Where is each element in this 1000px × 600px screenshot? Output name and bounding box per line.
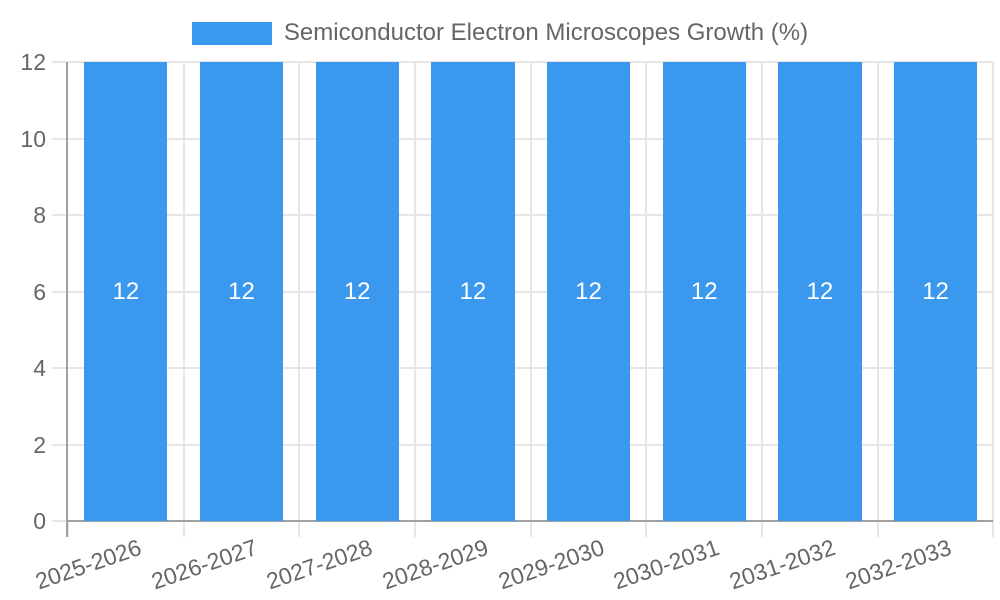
y-tick-label: 10 <box>20 125 46 152</box>
bar[interactable] <box>778 62 862 521</box>
x-axis-tick <box>992 521 995 537</box>
bar[interactable] <box>199 62 284 521</box>
bar[interactable] <box>893 62 978 521</box>
x-gridline <box>992 62 995 521</box>
y-axis-tick <box>52 290 68 293</box>
x-axis-line <box>68 520 994 522</box>
x-gridline <box>876 62 879 521</box>
x-axis-tick <box>761 521 764 537</box>
bar[interactable] <box>315 62 399 521</box>
y-axis-tick <box>52 443 68 446</box>
x-gridline <box>645 62 648 521</box>
legend-swatch[interactable] <box>191 21 272 45</box>
y-axis-tick <box>52 137 68 140</box>
bar[interactable] <box>84 62 168 521</box>
bar[interactable] <box>431 62 515 521</box>
y-tick-label: 0 <box>33 508 46 534</box>
x-axis-tick <box>645 521 648 537</box>
y-axis-tick <box>52 367 68 369</box>
y-axis-tick <box>52 214 68 216</box>
x-axis-tick <box>67 521 69 537</box>
y-tick-label: 4 <box>33 355 46 381</box>
x-tick-label: 2031-2032 <box>725 534 839 595</box>
bar[interactable] <box>662 62 746 521</box>
x-gridline <box>414 62 417 521</box>
x-tick-label: 2028-2029 <box>378 534 492 595</box>
legend-label[interactable]: Semiconductor Electron Microscopes Growt… <box>283 19 809 46</box>
y-tick-label: 12 <box>20 49 46 75</box>
x-gridline <box>761 62 764 521</box>
x-axis-tick <box>182 521 185 537</box>
x-axis-tick <box>529 521 532 537</box>
x-gridline <box>529 62 532 521</box>
x-tick-label: 2032-2033 <box>841 534 955 595</box>
x-axis-tick <box>876 521 879 537</box>
bar[interactable] <box>546 62 631 521</box>
x-tick-label: 2030-2031 <box>610 534 723 595</box>
y-tick-label: 6 <box>33 278 46 305</box>
x-axis-tick <box>298 521 301 537</box>
x-tick-label: 2025-2026 <box>31 534 145 595</box>
x-gridline <box>182 62 185 521</box>
x-tick-label: 2026-2027 <box>147 534 260 595</box>
x-tick-label: 2027-2028 <box>263 534 376 595</box>
x-axis-tick <box>414 521 417 537</box>
x-gridline <box>298 62 301 521</box>
y-axis-tick <box>52 61 68 63</box>
y-tick-label: 2 <box>33 431 46 458</box>
y-axis-line <box>66 62 68 537</box>
x-tick-label: 2029-2030 <box>494 534 608 595</box>
y-tick-label: 8 <box>33 202 46 228</box>
chart-legend: Semiconductor Electron Microscopes Growt… <box>0 18 1000 48</box>
y-axis-tick <box>52 520 68 522</box>
